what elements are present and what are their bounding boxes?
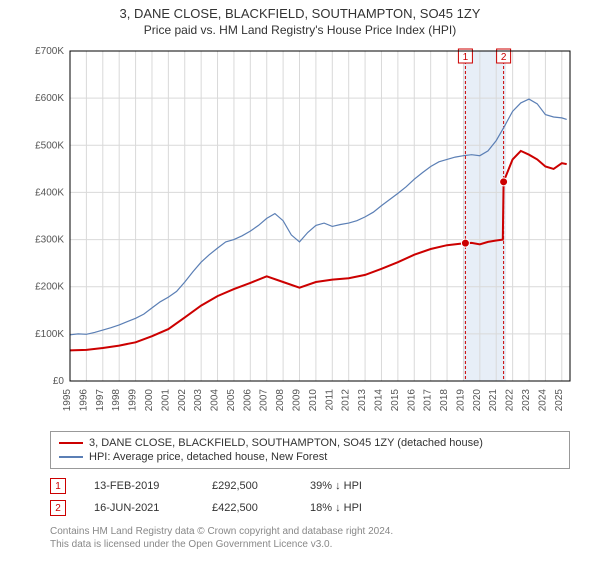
svg-text:1995: 1995 [62, 389, 73, 412]
svg-text:2004: 2004 [210, 389, 221, 412]
svg-text:2013: 2013 [357, 389, 368, 412]
svg-text:2007: 2007 [259, 389, 270, 412]
sale-date: 16-JUN-2021 [94, 502, 184, 514]
sale-badge: 1 [50, 478, 66, 494]
svg-text:2002: 2002 [177, 389, 188, 412]
footnote-line-1: Contains HM Land Registry data © Crown c… [50, 525, 570, 538]
footnote-line-2: This data is licensed under the Open Gov… [50, 538, 570, 551]
svg-text:2012: 2012 [341, 389, 352, 412]
svg-text:£200K: £200K [35, 282, 64, 293]
sale-date: 13-FEB-2019 [94, 480, 184, 492]
svg-text:2025: 2025 [554, 389, 565, 412]
legend-label: 3, DANE CLOSE, BLACKFIELD, SOUTHAMPTON, … [89, 437, 483, 449]
svg-text:2009: 2009 [292, 389, 303, 412]
svg-text:2008: 2008 [275, 389, 286, 412]
svg-text:£600K: £600K [35, 93, 64, 104]
legend-swatch [59, 442, 83, 444]
svg-text:£100K: £100K [35, 329, 64, 340]
svg-text:2023: 2023 [521, 389, 532, 412]
footnote: Contains HM Land Registry data © Crown c… [50, 525, 570, 551]
svg-text:1: 1 [463, 52, 469, 63]
svg-text:1999: 1999 [128, 389, 139, 412]
svg-text:2006: 2006 [242, 389, 253, 412]
svg-text:2017: 2017 [423, 389, 434, 412]
chart-svg: 1 2 £0 £100K £200K £300K £400K £500K £600K £700K 1… [20, 43, 580, 423]
svg-text:£0: £0 [53, 376, 65, 387]
svg-text:1997: 1997 [95, 389, 106, 412]
svg-text:2020: 2020 [472, 389, 483, 412]
sale-vs-hpi: 39% ↓ HPI [310, 480, 400, 492]
legend-swatch [59, 456, 83, 458]
svg-text:2015: 2015 [390, 389, 401, 412]
chart-subtitle: Price paid vs. HM Land Registry's House … [0, 23, 600, 37]
svg-text:1996: 1996 [78, 389, 89, 412]
svg-text:£700K: £700K [35, 46, 64, 57]
svg-text:2019: 2019 [455, 389, 466, 412]
legend-row: HPI: Average price, detached house, New … [59, 450, 561, 464]
svg-text:2014: 2014 [373, 389, 384, 412]
svg-text:2021: 2021 [488, 389, 499, 412]
legend: 3, DANE CLOSE, BLACKFIELD, SOUTHAMPTON, … [50, 431, 570, 469]
svg-text:2005: 2005 [226, 389, 237, 412]
svg-text:2022: 2022 [505, 389, 516, 412]
svg-text:2010: 2010 [308, 389, 319, 412]
sale-markers-table: 1 13-FEB-2019 £292,500 39% ↓ HPI 2 16-JUN-202… [50, 475, 570, 519]
sale-row: 2 16-JUN-2021 £422,500 18% ↓ HPI [50, 497, 570, 519]
legend-row: 3, DANE CLOSE, BLACKFIELD, SOUTHAMPTON, … [59, 436, 561, 450]
svg-text:£400K: £400K [35, 187, 64, 198]
chart-area: 1 2 £0 £100K £200K £300K £400K £500K £600K £700K 1… [20, 43, 580, 423]
svg-text:£300K: £300K [35, 235, 64, 246]
svg-text:2001: 2001 [160, 389, 171, 412]
sale-price: £292,500 [212, 480, 282, 492]
svg-text:1998: 1998 [111, 389, 122, 412]
svg-text:£500K: £500K [35, 140, 64, 151]
legend-label: HPI: Average price, detached house, New … [89, 451, 327, 463]
chart-title: 3, DANE CLOSE, BLACKFIELD, SOUTHAMPTON, … [0, 6, 600, 21]
sale-vs-hpi: 18% ↓ HPI [310, 502, 400, 514]
sale-badge: 2 [50, 500, 66, 516]
svg-text:2: 2 [501, 52, 507, 63]
svg-text:2016: 2016 [406, 389, 417, 412]
svg-text:2024: 2024 [537, 389, 548, 412]
svg-text:2003: 2003 [193, 389, 204, 412]
sale-row: 1 13-FEB-2019 £292,500 39% ↓ HPI [50, 475, 570, 497]
svg-text:2018: 2018 [439, 389, 450, 412]
sale-price: £422,500 [212, 502, 282, 514]
svg-text:2011: 2011 [324, 389, 335, 411]
svg-text:2000: 2000 [144, 389, 155, 412]
